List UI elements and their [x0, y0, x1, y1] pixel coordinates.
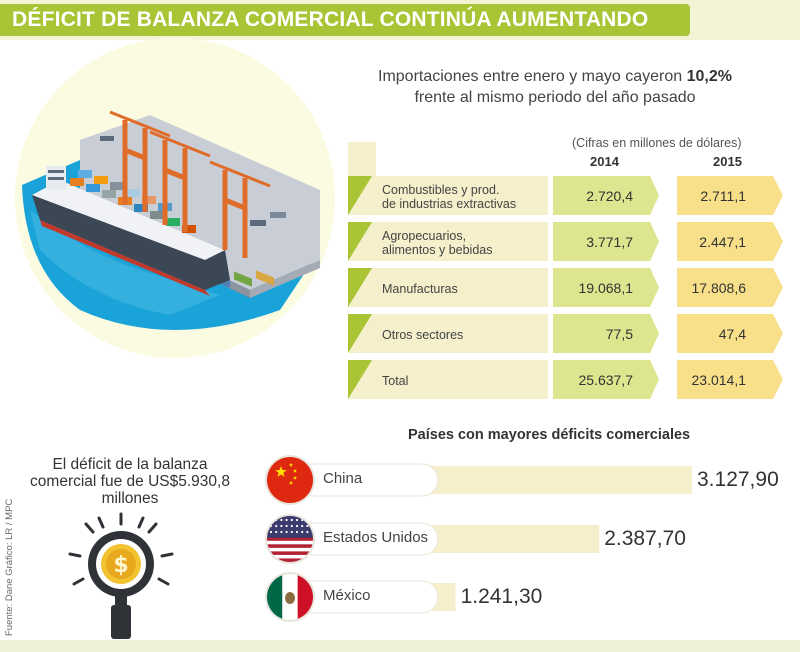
value-2015: 2.711,1 — [700, 188, 746, 204]
port-ship-illustration — [22, 110, 320, 330]
sector-table — [348, 142, 783, 399]
page-title: DÉFICIT DE BALANZA COMERCIAL CONTINÚA AU… — [12, 8, 649, 31]
row-label-cell — [348, 268, 548, 307]
table-header-tab — [348, 142, 376, 176]
bar-value-label: 1.241,30 — [460, 585, 543, 608]
value-cell-2014 — [553, 360, 659, 399]
row-label-line: Otros sectores — [382, 327, 464, 342]
mexico-flag-icon — [265, 572, 315, 622]
subtitle-highlight: 10,2% — [686, 68, 732, 85]
row-accent-triangle — [348, 314, 372, 353]
table-row — [348, 176, 783, 215]
row-label: Manufacturas — [382, 282, 458, 296]
bar-row — [265, 572, 456, 622]
value-2014: 2.720,4 — [586, 188, 633, 204]
row-label-line: Agropecuarios, — [382, 228, 467, 243]
value-2014: 3.771,7 — [586, 234, 633, 250]
row-label: Combustibles y prod. de industrias extrac… — [382, 183, 516, 211]
row-accent-triangle — [348, 268, 372, 307]
row-label-line: de industrias extractivas — [382, 196, 517, 211]
value-cell-2015 — [677, 314, 783, 353]
row-label-cell — [348, 314, 548, 353]
row-label-line: Manufacturas — [382, 281, 458, 296]
subtitle: Importaciones entre enero y mayo cayeron… — [345, 66, 765, 108]
bar-value-label: 2.387,70 — [604, 527, 686, 550]
row-accent-triangle — [348, 360, 372, 399]
value-cell-2014 — [553, 314, 659, 353]
row-label-line: Combustibles y prod. — [382, 182, 500, 197]
value-2015: 2.447,1 — [699, 234, 746, 250]
country-name: China — [323, 470, 363, 487]
row-label-line: Total — [382, 373, 409, 388]
column-header-2014: 2014 — [590, 154, 619, 169]
value-2014: 25.637,7 — [578, 372, 634, 388]
value-cell-2015 — [677, 268, 783, 307]
value-cell-2014 — [553, 176, 659, 215]
deficit-note: El déficit de la balanza comercial fue d… — [30, 456, 230, 507]
title-box: DÉFICIT DE BALANZA COMERCIAL CONTINÚA AU… — [0, 4, 690, 36]
row-label: Total — [382, 374, 408, 388]
table-row — [348, 314, 783, 353]
value-cell-2015 — [677, 176, 783, 215]
row-label-line: alimentos y bebidas — [382, 242, 493, 257]
subtitle-line2: frente al mismo periodo del año pasado — [414, 89, 696, 106]
value-cell-2015 — [677, 360, 783, 399]
value-cell-2014 — [553, 268, 659, 307]
table-row — [348, 360, 783, 399]
bottom-band — [0, 640, 800, 652]
china-flag-icon — [265, 455, 315, 505]
source-credit: Fuente: Dane Gráfico: LR / MPC — [4, 498, 15, 636]
column-header-2015: 2015 — [713, 154, 742, 169]
value-2015: 17.808,6 — [691, 280, 747, 296]
country-name: Estados Unidos — [323, 529, 429, 546]
units-note: (Cifras en millones de dólares) — [572, 136, 742, 150]
bar-row — [265, 514, 600, 564]
subtitle-line1: Importaciones entre enero y mayo cayeron — [378, 68, 687, 85]
value-2014: 77,5 — [605, 326, 633, 342]
table-row — [348, 222, 783, 261]
value-cell-2014 — [553, 222, 659, 261]
value-2015: 47,4 — [718, 326, 746, 342]
magnifier-coin-icon: $ — [68, 512, 174, 639]
row-label: Otros sectores — [382, 328, 463, 342]
country-name: México — [323, 587, 371, 604]
value-cell-2015 — [677, 222, 783, 261]
row-accent-triangle — [348, 222, 372, 261]
value-2014: 19.068,1 — [578, 280, 634, 296]
bar-chart-title: Países con mayores déficits comerciales — [408, 427, 691, 443]
svg-text:$: $ — [113, 553, 128, 578]
row-label-cell — [348, 360, 548, 399]
value-2015: 23.014,1 — [691, 372, 747, 388]
bar-value-label: 3.127,90 — [697, 468, 779, 491]
row-accent-triangle — [348, 176, 372, 215]
row-label-cell — [348, 176, 548, 215]
country-label-pill — [295, 463, 439, 497]
table-row — [348, 268, 783, 307]
row-label: Agropecuarios, alimentos y bebidas — [382, 229, 492, 257]
usa-flag-icon — [265, 514, 315, 564]
row-label-cell — [348, 222, 548, 261]
bar-row — [265, 455, 692, 505]
